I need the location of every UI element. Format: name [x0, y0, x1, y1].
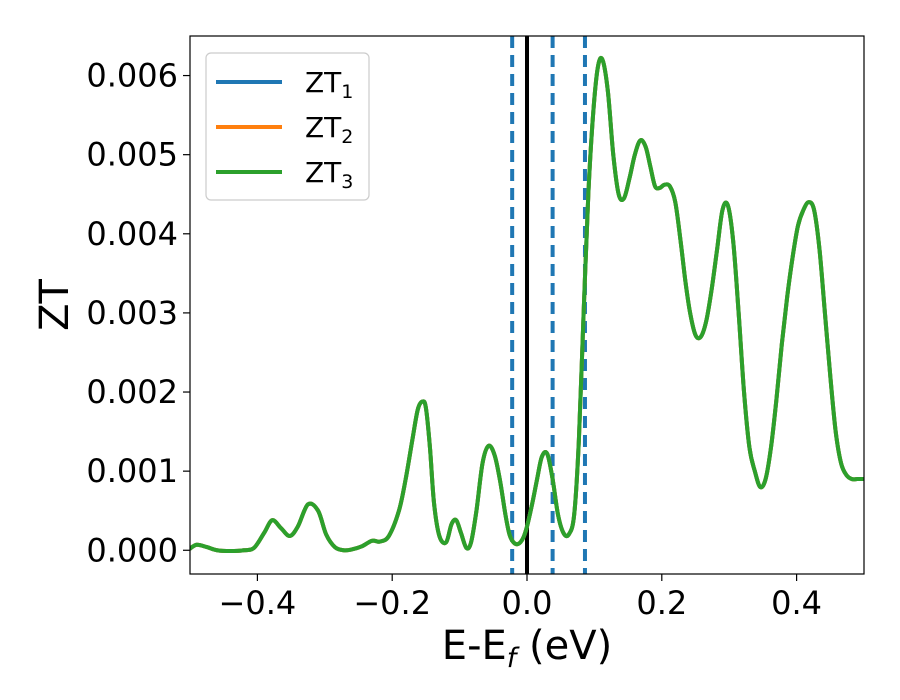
x-tick-label: −0.2 — [353, 584, 431, 622]
legend-label-zt1: ZT1 — [305, 66, 353, 103]
legend: ZT1 ZT2 ZT3 — [205, 52, 370, 201]
legend-label-zt3: ZT3 — [305, 156, 353, 193]
y-tick-label: 0.002 — [86, 373, 178, 411]
y-tick-label: 0.001 — [86, 452, 178, 490]
x-axis-label-unit: (eV) — [516, 623, 612, 669]
legend-label-zt2: ZT2 — [305, 111, 353, 148]
series-lines — [190, 56, 864, 554]
y-tick-label: 0.000 — [86, 531, 178, 569]
x-tick-label: 0.4 — [771, 584, 822, 622]
x-tick-label: 0.2 — [636, 584, 687, 622]
y-axis-ticks: 0.000 0.001 0.002 0.003 0.004 0.005 0.006 — [86, 57, 190, 569]
y-tick-label: 0.003 — [86, 294, 178, 332]
y-tick-label: 0.004 — [86, 215, 178, 253]
y-tick-label: 0.006 — [86, 57, 178, 95]
y-tick-label: 0.005 — [86, 136, 178, 174]
series-line-zt3 — [190, 56, 864, 554]
x-tick-label: 0.0 — [502, 584, 553, 622]
x-axis-ticks: −0.4 −0.2 0.0 0.2 0.4 — [219, 574, 822, 622]
legend-frame — [205, 52, 370, 201]
x-axis-label: E-Ef (eV) — [442, 623, 612, 674]
y-axis-label: ZT — [32, 279, 78, 331]
x-tick-label: −0.4 — [219, 584, 297, 622]
